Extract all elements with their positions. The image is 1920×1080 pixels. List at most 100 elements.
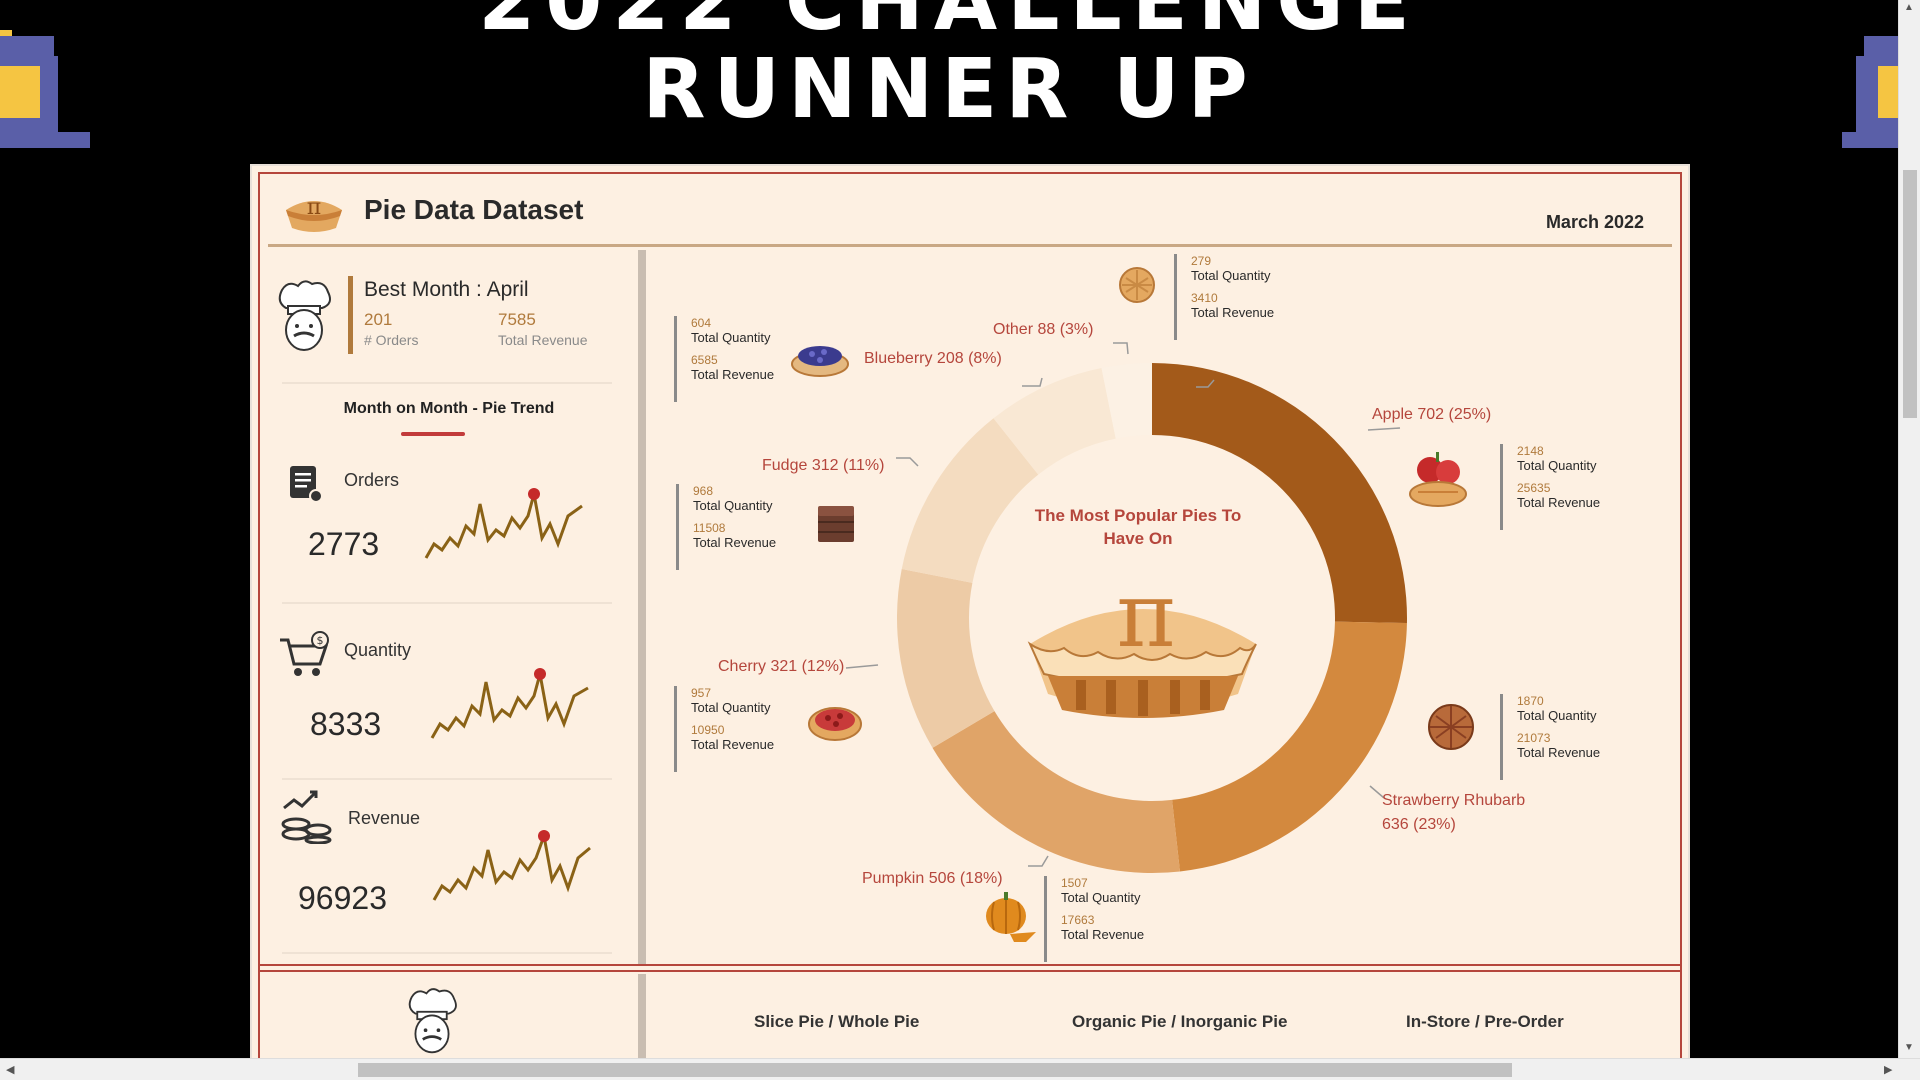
donut-slice-fudge — [901, 418, 1039, 583]
best-month-revenue-value: 7585 — [498, 310, 536, 329]
pumpkin-qty-label: Total Quantity — [1061, 890, 1141, 905]
pie-pi-illustration: π — [1027, 564, 1257, 718]
trophy-icon-right — [1842, 36, 1898, 148]
other-rev-value: 3410 — [1191, 291, 1218, 305]
apple-rev-label: Total Revenue — [1517, 495, 1601, 510]
apple-qty-value: 2148 — [1517, 444, 1544, 458]
chef-icon — [278, 280, 331, 351]
pumpkin-rev-label: Total Revenue — [1061, 927, 1145, 942]
instore-preorder-filter[interactable]: In-Store / Pre-Order — [1406, 1012, 1564, 1031]
blueberry-qty-value: 604 — [691, 316, 712, 330]
orders-kpi-label: Orders — [344, 470, 400, 490]
vertical-scroll-thumb[interactable] — [1903, 170, 1917, 418]
strawberry-rhubarb-pie-icon — [1428, 704, 1474, 750]
scroll-left-arrow-icon[interactable]: ◀ — [6, 1064, 15, 1076]
vertical-scrollbar[interactable]: ▲ ▼ — [1898, 0, 1920, 1058]
donut-slice-blueberry — [993, 368, 1116, 475]
cherry-slice-label: Cherry 321 (12%) — [718, 658, 845, 675]
apple-qty-label: Total Quantity — [1517, 458, 1597, 473]
blueberry-slice-label: Blueberry 208 (8%) — [864, 350, 1002, 367]
main-frame — [258, 172, 1682, 972]
banner-title-line2: RUNNER UP — [642, 42, 1256, 137]
revenue-kpi-value: 96923 — [298, 880, 387, 916]
best-month-marker — [348, 276, 353, 354]
blueberry-rev-label: Total Revenue — [691, 367, 775, 382]
fudge-rev-value: 11508 — [693, 521, 726, 535]
orders-sparkline — [424, 488, 583, 559]
revenue-kpi-label: Revenue — [348, 808, 421, 828]
donut-slice-strawberry — [1172, 621, 1407, 872]
blueberry-stats: 604 Total Quantity 6585 Total Revenue — [674, 316, 774, 402]
cherry-qty-value: 957 — [691, 686, 712, 700]
orders-kpi-value: 2773 — [308, 526, 380, 562]
fudge-brownie-icon — [818, 506, 854, 542]
fudge-qty-value: 968 — [693, 484, 714, 498]
horizontal-scroll-thumb[interactable] — [358, 1063, 1512, 1077]
filter-column-divider — [638, 974, 646, 1062]
blueberry-qty-label: Total Quantity — [691, 330, 771, 345]
strawberry-slice-label-line1: Strawberry Rhubarb — [1382, 792, 1526, 809]
donut-slice-cherry — [897, 569, 995, 748]
apple-stats: 2148 Total Quantity 25635 Total Revenue — [1500, 444, 1600, 530]
other-stats: 279 Total Quantity 3410 Total Revenue — [1174, 254, 1274, 340]
section-divider — [282, 382, 612, 384]
header-divider — [268, 244, 1672, 247]
dashboard-title: Pie Data Dataset — [364, 194, 584, 225]
donut-slice-apple — [1152, 363, 1407, 624]
quantity-kpi-value: 8333 — [310, 706, 382, 742]
blueberry-rev-value: 6585 — [691, 353, 718, 367]
cherry-rev-value: 10950 — [691, 723, 725, 737]
filter-frame — [258, 964, 1682, 1062]
other-rev-label: Total Revenue — [1191, 305, 1275, 320]
section-divider — [282, 602, 612, 604]
fudge-rev-label: Total Revenue — [693, 535, 777, 550]
strawberry-stats: 1870 Total Quantity 21073 Total Revenue — [1500, 694, 1600, 780]
svg-text:π: π — [307, 195, 321, 220]
fudge-qty-label: Total Quantity — [693, 498, 773, 513]
banner-title-line1: 2022 CHALLENGE — [478, 0, 1420, 49]
other-qty-label: Total Quantity — [1191, 268, 1271, 283]
column-divider — [638, 250, 646, 964]
shopping-cart-icon: $ — [280, 631, 329, 676]
pumpkin-pie-icon — [986, 892, 1036, 942]
donut-center-title: The Most Popular Pies To Have On — [1034, 506, 1242, 548]
strawberry-rev-label: Total Revenue — [1517, 745, 1601, 760]
revenue-coins-icon — [281, 790, 332, 844]
best-month-orders-label: # Orders — [364, 332, 419, 348]
pumpkin-stats: 1507 Total Quantity 17663 Total Revenue — [1044, 876, 1144, 962]
pumpkin-rev-value: 17663 — [1061, 913, 1095, 927]
scroll-up-arrow-icon[interactable]: ▲ — [1904, 2, 1914, 13]
strawberry-qty-value: 1870 — [1517, 694, 1544, 708]
cherry-stats: 957 Total Quantity 10950 Total Revenue — [674, 686, 774, 772]
quantity-sparkline — [430, 668, 589, 739]
svg-text:$: $ — [317, 634, 324, 647]
strawberry-qty-label: Total Quantity — [1517, 708, 1597, 723]
pumpkin-qty-value: 1507 — [1061, 876, 1088, 890]
section-divider — [282, 778, 612, 780]
revenue-sparkline — [432, 830, 591, 901]
report-date: March 2022 — [1545, 212, 1644, 232]
fudge-stats: 968 Total Quantity 11508 Total Revenue — [676, 484, 776, 570]
quantity-kpi-label: Quantity — [344, 640, 412, 660]
trend-title: Month on Month - Pie Trend — [343, 400, 555, 417]
apple-rev-value: 25635 — [1517, 481, 1551, 495]
slice-whole-filter[interactable]: Slice Pie / Whole Pie — [754, 1012, 920, 1031]
scroll-right-arrow-icon[interactable]: ▶ — [1884, 1064, 1893, 1076]
pie-share-donut-chart — [897, 363, 1407, 873]
section-divider — [282, 952, 612, 954]
organic-inorganic-filter[interactable]: Organic Pie / Inorganic Pie — [1072, 1012, 1288, 1031]
best-month-orders-value: 201 — [364, 310, 393, 329]
banner: 2022 CHALLENGE RUNNER UP — [0, 0, 1898, 168]
chef-icon — [408, 988, 457, 1054]
other-qty-value: 279 — [1191, 254, 1212, 268]
cherry-pie-icon — [808, 707, 862, 741]
other-pie-icon — [1119, 267, 1155, 303]
horizontal-scrollbar[interactable]: ◀ ▶ — [0, 1058, 1920, 1080]
blueberry-pie-icon — [791, 346, 849, 377]
other-slice-label: Other 88 (3%) — [993, 321, 1094, 338]
trend-title-underline — [401, 432, 465, 436]
fudge-slice-label: Fudge 312 (11%) — [762, 457, 885, 474]
trophy-icon-left — [0, 30, 90, 148]
apple-pie-icon — [1409, 452, 1467, 507]
scroll-down-arrow-icon[interactable]: ▼ — [1904, 1042, 1914, 1053]
